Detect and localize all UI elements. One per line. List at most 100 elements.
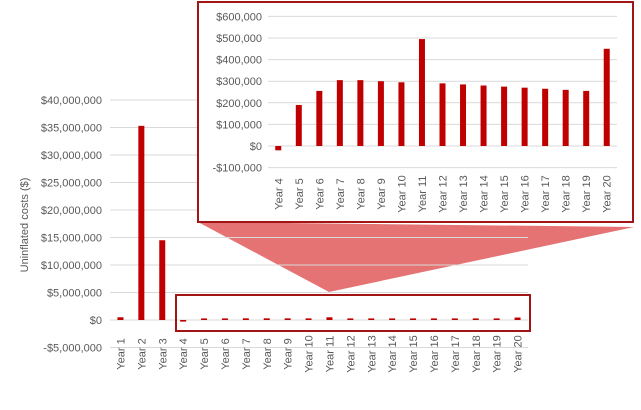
inset-x-tick-label: Year 20 [602,175,614,213]
main-bar [347,318,354,320]
main-x-tick-label: Year 3 [157,338,169,369]
inset-bar [480,85,487,146]
main-x-tick-label: Year 2 [136,338,148,369]
inset-x-tick-label: Year 11 [417,176,429,213]
inset-y-tick-labels: -$100,000 $0 $100,000 $200,000 $300,000 $400,… [212,11,262,174]
main-bar [159,240,166,320]
main-x-tick-label: Year 12 [345,335,357,373]
main-y-tick-label: $40,000,000 [41,95,102,107]
main-x-tick-label: Year 15 [408,335,420,373]
y-axis-label: Uninflated costs ($) [19,178,31,273]
inset-bar [418,39,425,146]
inset-bar [398,82,405,146]
main-y-tick-label: $15,000,000 [41,233,102,245]
inset-x-tick-label: Year 17 [540,175,552,213]
inset-bar [460,84,467,146]
inset-y-tick-label: $600,000 [216,11,262,23]
inset-panel [197,1,634,223]
inset-bar [377,81,384,146]
main-y-tick-label: $0 [90,315,102,327]
inset-bars [275,39,610,151]
main-x-tick-label: Year 5 [199,338,211,369]
main-bar [451,318,458,320]
inset-y-tick-label: $100,000 [216,119,262,131]
inset-bar [501,86,508,146]
main-y-tick-label: $10,000,000 [41,260,102,272]
inset-bar [521,87,528,146]
inset-x-tick-label: Year 12 [438,175,450,213]
main-bar [138,125,145,320]
main-y-tick-label: -$5,000,000 [43,343,102,355]
inset-bar [562,89,569,146]
main-bar [201,318,208,320]
main-bar [117,317,124,320]
main-y-tick-label: $5,000,000 [47,288,102,300]
main-bar [430,318,437,320]
main-x-tick-label: Year 14 [387,335,399,373]
main-y-tick-labels: -$5,000,000 $0 $5,000,000 $10,000,000 $15,00… [41,95,102,355]
inset-x-tick-labels: Year 4 Year 5 Year 6 Year 7 Year 8 Year 9 Year… [273,175,613,213]
main-x-tick-label: Year 6 [220,338,232,369]
main-x-tick-label: Year 7 [241,338,253,369]
inset-x-tick-label: Year 6 [314,178,326,209]
inset-bar [603,48,610,146]
inset-x-tick-label: Year 7 [335,178,347,209]
main-bar [305,318,312,320]
main-x-tick-label: Year 9 [283,338,295,369]
zoom-callout-wedge [198,222,634,292]
main-bar [326,317,333,320]
main-x-tick-label: Year 19 [492,335,504,373]
main-x-tick-label: Year 17 [450,335,462,373]
main-x-tick-label: Year 10 [304,335,316,373]
main-bar [389,318,396,320]
inset-x-tick-label: Year 14 [479,175,491,213]
inset-bar [542,88,549,146]
inset-x-tick-label: Year 5 [294,178,306,209]
inset-y-tick-label: $300,000 [216,76,262,88]
inset-x-tick-label: Year 9 [376,178,388,209]
inset-x-tick-label: Year 16 [520,175,532,213]
main-bar [180,320,187,322]
main-x-tick-label: Year 1 [115,338,127,369]
main-bar [514,317,521,320]
inset-bar [295,104,302,146]
main-x-tick-label: Year 20 [513,335,525,373]
inset-bar [316,90,323,146]
inset-bar [439,83,446,146]
main-y-tick-label: $30,000,000 [41,150,102,162]
inset-x-tick-label: Year 19 [581,175,593,213]
main-x-tick-label: Year 11 [324,336,336,373]
inset-y-tick-label: $0 [250,141,262,153]
main-x-tick-label: Year 4 [178,338,190,369]
main-bar [410,318,417,320]
inset-x-tick-label: Year 13 [458,175,470,213]
inset-x-tick-label: Year 10 [396,175,408,213]
inset-x-tick-label: Year 4 [273,178,285,209]
inset-bar [583,90,590,146]
main-bar [368,318,375,320]
inset-x-tick-label: Year 15 [499,175,511,213]
main-x-tick-label: Year 13 [366,335,378,373]
main-y-tick-label: $20,000,000 [41,205,102,217]
inset-y-tick-label: $500,000 [216,33,262,45]
inset-y-tick-label: $400,000 [216,55,262,67]
inset-y-tick-label: $200,000 [216,98,262,110]
inset-x-tick-label: Year 8 [355,178,367,209]
inset-bar [275,146,282,151]
inset-y-tick-label: -$100,000 [212,163,262,175]
main-bar [472,318,479,320]
main-bar [242,318,249,320]
inset-x-tick-label: Year 18 [561,175,573,213]
zoom-highlight-frame [175,294,531,332]
main-x-tick-label: Year 16 [429,335,441,373]
inset-bar [357,80,364,146]
main-x-tick-label: Year 8 [262,338,274,369]
main-x-tick-labels: Year 1 Year 2 Year 3 Year 4 Year 5 Year 6 Year… [115,335,524,373]
main-bar [263,318,270,320]
main-bar [493,318,500,320]
main-y-tick-label: $25,000,000 [41,178,102,190]
main-bars [117,125,521,322]
main-y-tick-label: $35,000,000 [41,123,102,135]
